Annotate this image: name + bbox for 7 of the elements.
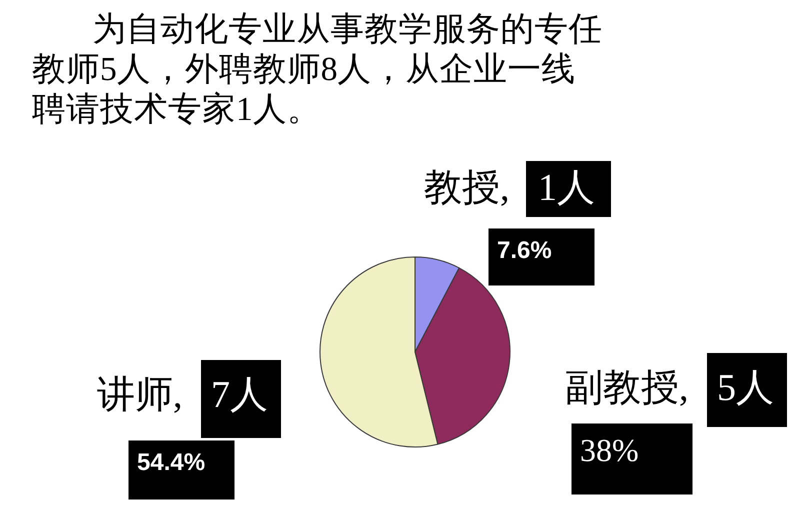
slice-label: 副教授, 5人 xyxy=(565,367,774,409)
text: 54.4% xyxy=(137,449,206,476)
chart-title: 为自动化专业从事教学服务的专任教师5人，外聘教师8人，从企业一线聘请技术专家1人。 xyxy=(32,10,604,130)
text: 7.6% xyxy=(497,237,552,264)
text: 38% xyxy=(580,432,639,468)
slice-label: 教授, 1人 xyxy=(424,167,595,209)
slice-label: 讲师, 7人 xyxy=(97,374,268,416)
